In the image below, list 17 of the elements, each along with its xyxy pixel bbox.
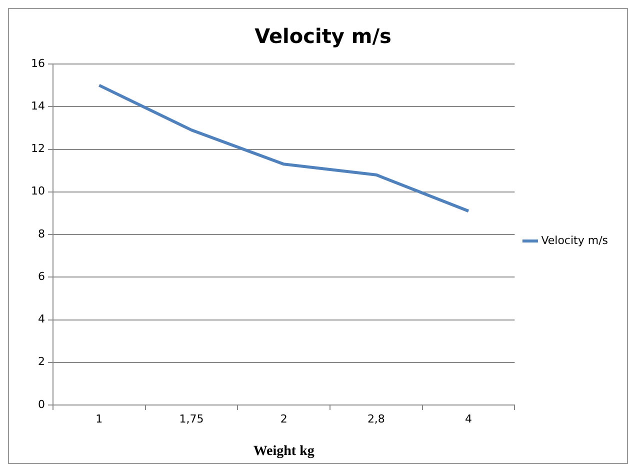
x-axis-title: Weight kg: [253, 444, 314, 460]
x-tick-label: 1: [96, 412, 103, 426]
y-tick-label: 6: [38, 270, 45, 283]
x-tick-label: 1,75: [179, 412, 204, 426]
y-tick-label: 4: [38, 312, 45, 326]
x-tick-label: 2,8: [367, 412, 385, 426]
y-tick-label: 0: [38, 398, 45, 411]
x-tick-label: 4: [465, 412, 472, 426]
legend-label: Velocity m/s: [541, 234, 608, 247]
y-tick-label: 10: [30, 184, 45, 198]
y-tick-label: 2: [38, 355, 45, 368]
y-tick-label: 16: [30, 56, 45, 70]
y-tick-label: 8: [38, 227, 45, 240]
y-tick-label: 12: [30, 142, 45, 156]
x-tick-label: 2: [280, 412, 288, 426]
y-tick-label: 14: [30, 99, 45, 112]
chart-title: Velocity m/s: [254, 24, 392, 48]
